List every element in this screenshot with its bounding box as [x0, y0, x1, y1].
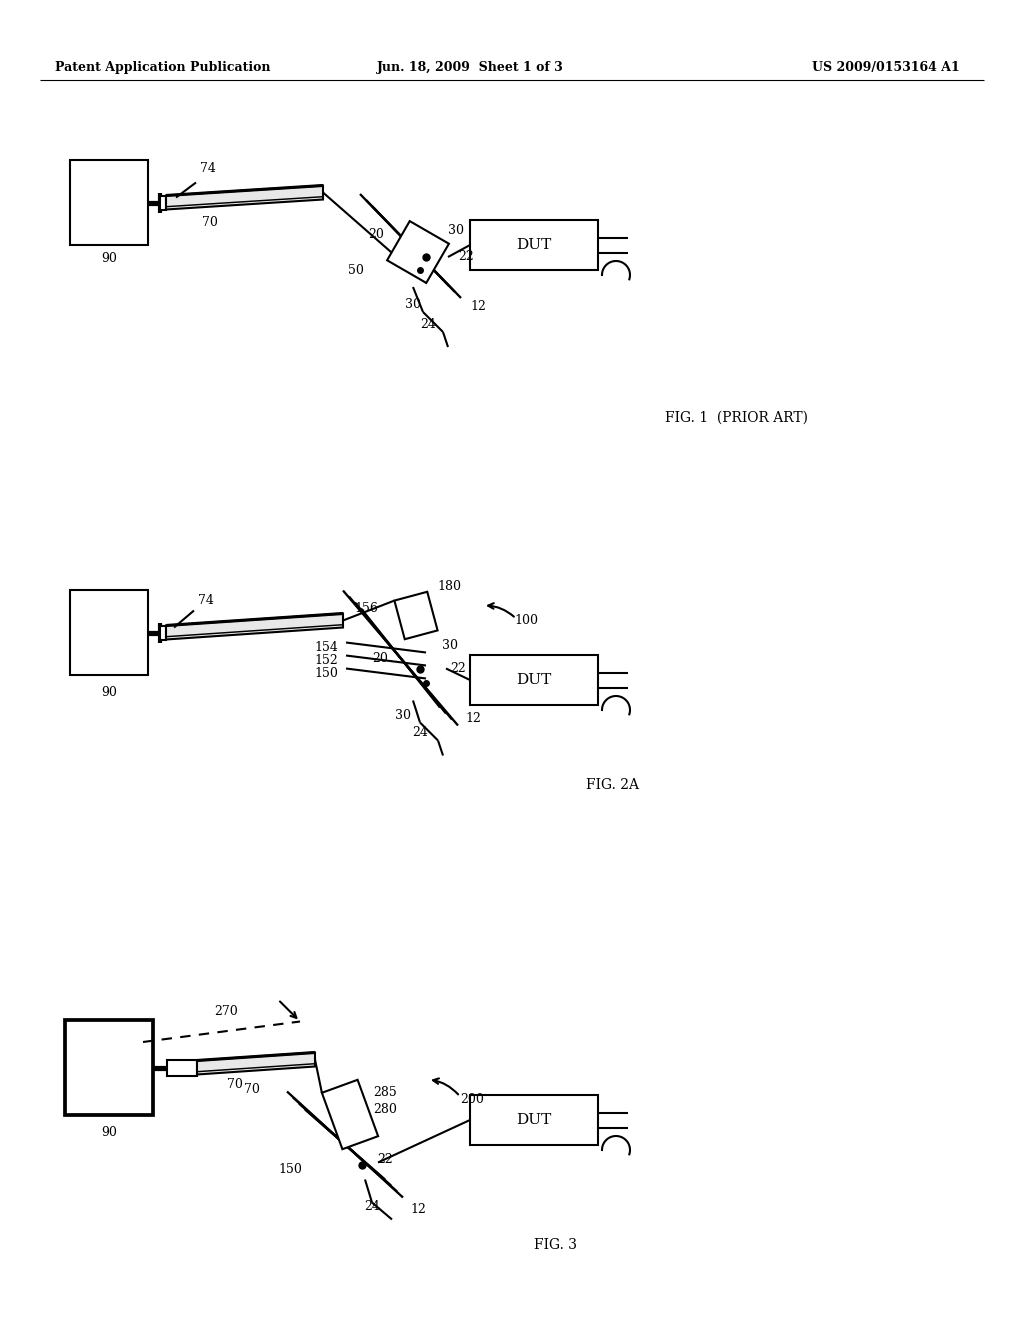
Text: 20: 20: [368, 227, 384, 240]
Text: 200: 200: [460, 1093, 484, 1106]
Bar: [160, 626, 166, 639]
Text: 285: 285: [373, 1086, 397, 1100]
Text: DUT: DUT: [516, 1113, 552, 1127]
Text: 74: 74: [200, 162, 216, 176]
Bar: [470, 220, 598, 271]
Polygon shape: [322, 1080, 378, 1150]
Text: 22: 22: [377, 1152, 393, 1166]
Text: 180: 180: [437, 581, 461, 593]
Text: FIG. 1  (PRIOR ART): FIG. 1 (PRIOR ART): [665, 411, 808, 425]
Text: 270: 270: [215, 1006, 239, 1018]
Polygon shape: [197, 1052, 315, 1074]
Text: 70: 70: [227, 1078, 243, 1092]
Text: US 2009/0153164 A1: US 2009/0153164 A1: [812, 62, 961, 74]
Text: 12: 12: [410, 1203, 426, 1216]
Polygon shape: [166, 614, 343, 639]
Text: 90: 90: [101, 252, 117, 264]
Text: 24: 24: [365, 1200, 380, 1213]
Text: 154: 154: [314, 642, 338, 653]
Text: Jun. 18, 2009  Sheet 1 of 3: Jun. 18, 2009 Sheet 1 of 3: [377, 62, 563, 74]
Bar: [167, 1060, 197, 1076]
Text: 30: 30: [449, 223, 464, 236]
Bar: [160, 195, 166, 210]
Polygon shape: [166, 186, 323, 210]
Text: 150: 150: [279, 1163, 302, 1176]
Text: DUT: DUT: [516, 238, 552, 252]
Text: FIG. 2A: FIG. 2A: [586, 777, 639, 792]
Text: 90: 90: [101, 1126, 117, 1139]
Bar: [65, 1020, 153, 1115]
Text: 30: 30: [442, 639, 458, 652]
Text: DUT: DUT: [516, 673, 552, 686]
Text: 20: 20: [372, 652, 388, 665]
Text: 12: 12: [470, 301, 486, 314]
Text: 74: 74: [198, 594, 214, 607]
Polygon shape: [387, 220, 449, 282]
Bar: [470, 655, 598, 705]
Bar: [70, 160, 148, 246]
Text: 100: 100: [514, 614, 538, 627]
Text: 280: 280: [373, 1104, 397, 1115]
Bar: [470, 1096, 598, 1144]
Text: 150: 150: [314, 667, 338, 680]
Text: 22: 22: [458, 251, 474, 264]
Text: 30: 30: [406, 297, 421, 310]
Text: 50: 50: [348, 264, 364, 276]
Text: 24: 24: [420, 318, 436, 330]
Text: 156: 156: [354, 602, 378, 615]
Text: 30: 30: [395, 709, 411, 722]
Polygon shape: [394, 591, 437, 639]
Text: 70: 70: [202, 216, 218, 228]
Text: 90: 90: [101, 686, 117, 700]
Text: 70: 70: [244, 1082, 260, 1096]
Bar: [70, 590, 148, 675]
Text: 24: 24: [412, 726, 428, 739]
Text: 22: 22: [451, 663, 466, 675]
Text: Patent Application Publication: Patent Application Publication: [55, 62, 270, 74]
Text: 152: 152: [314, 653, 338, 667]
Text: 12: 12: [465, 711, 481, 725]
Text: FIG. 3: FIG. 3: [534, 1238, 577, 1251]
